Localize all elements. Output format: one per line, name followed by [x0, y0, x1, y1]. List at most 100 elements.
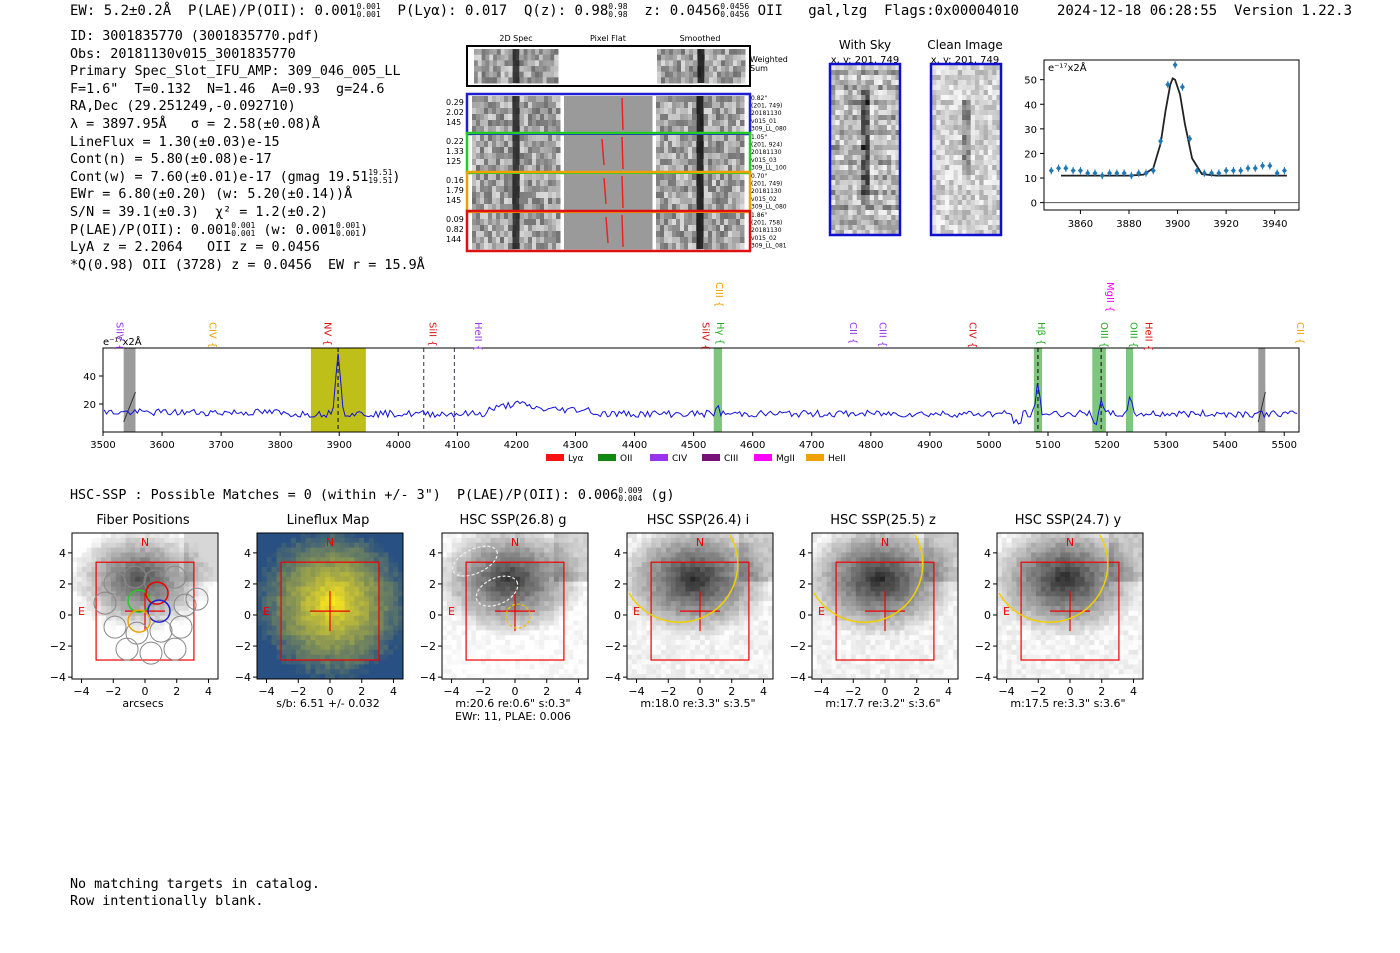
fiber-left-value: 0.29 [446, 98, 464, 107]
cutout-ytick-label: −4 [605, 671, 621, 684]
zoom-data-point [1267, 162, 1273, 169]
wide-xtick-label: 3500 [90, 440, 115, 451]
fiber-frame [465, 209, 752, 253]
spectrum-line [103, 353, 1298, 426]
legend-swatch [806, 454, 824, 461]
wide-xtick-label: 4900 [917, 440, 942, 451]
cutout-footer: arcsecs [68, 697, 218, 710]
legend-swatch [702, 454, 720, 461]
spectrum-band [713, 348, 722, 432]
cutout-ytick-label: 0 [614, 609, 621, 622]
clean-image-title: Clean Image x, y: 201, 749 [927, 38, 1003, 66]
cutout-xtick-label: 4 [1130, 685, 1137, 698]
legend-swatch [546, 454, 564, 461]
aperture-box [280, 561, 380, 661]
fiber-right-info: v015_02 [751, 235, 777, 242]
fiber-circle [185, 587, 209, 611]
cutout-footer-line: m:17.7 re:3.2" s:3.6" [825, 697, 941, 710]
fiber-right-info: v015_02 [751, 196, 777, 203]
fiber-pixel-flat [564, 96, 653, 133]
fiber-2d-spec [472, 96, 561, 133]
cutout-title: HSC SSP(24.7) y [1014, 513, 1122, 528]
cutout-pixels [257, 533, 404, 680]
cutout-footer: m:18.0 re:3.3" s:3.5" [623, 697, 773, 710]
fiber-2d-spec [472, 135, 561, 172]
info-id: ID: 3001835770 (3001835770.pdf) [70, 29, 320, 44]
selected-fiber-circle [147, 599, 171, 623]
fiber-right-info: 20181130 [751, 110, 782, 117]
hsc-summary: HSC-SSP : Possible Matches = 0 (within +… [70, 486, 675, 504]
emission-line-trace [512, 135, 520, 171]
cutout-ytick-label: 0 [799, 609, 806, 622]
fiber-left-value: 144 [446, 235, 461, 244]
emission-line-trace [696, 135, 704, 171]
cutout-xtick-label: 4 [575, 685, 582, 698]
cutout-ytick-label: 2 [244, 578, 251, 591]
cutout-footer-line: m:17.5 re:3.3" s:3.6" [1010, 697, 1126, 710]
fiber-circle [115, 637, 139, 661]
info-lambda: λ = 3897.95Å σ = 2.58(±0.08)Å [70, 116, 320, 132]
info-obs: Obs: 20181130v015_3001835770 [70, 46, 296, 62]
north-label: N [326, 536, 334, 549]
cutout-ytick-label: 0 [984, 609, 991, 622]
cutout-ytick-label: −4 [975, 671, 991, 684]
cutout-xtick-label: 2 [543, 685, 550, 698]
north-label: N [1066, 536, 1074, 549]
info-sn: S/N = 39.1(±0.3) χ² = 1.2(±0.2) [70, 204, 328, 220]
cutout-footer: s/b: 6.51 +/- 0.032 [253, 697, 403, 710]
cutout-pixels [997, 533, 1144, 680]
cutout-title: HSC SSP(25.5) z [830, 513, 936, 528]
fiber-right-info: 1.86" [751, 212, 767, 219]
selected-fiber-circle [127, 609, 151, 633]
zoom-ytick-label: 10 [1024, 174, 1037, 185]
cutout-title: HSC SSP(26.4) i [646, 513, 750, 528]
cutout-title: Lineflux Map [286, 513, 370, 528]
cutout-xtick-label: −2 [660, 685, 676, 698]
fiber-right-info: (201, 924) [751, 142, 782, 149]
zoom-xtick-label: 3880 [1116, 219, 1141, 230]
cutout-ytick-label: 4 [984, 547, 991, 560]
cutout-ytick-label: −2 [50, 640, 66, 653]
flat-artifact-line [601, 138, 605, 166]
emission-line-label: HeII { [472, 322, 483, 351]
emission-line-trace [696, 213, 704, 249]
east-label: E [78, 605, 85, 618]
cutout-xtick-label: −2 [845, 685, 861, 698]
emission-line-trace [512, 213, 520, 249]
info-lya: LyA z = 2.2064 OII z = 0.0456 [70, 240, 320, 256]
neighbor-ellipse [475, 575, 519, 607]
cutout-xtick-label: −4 [73, 685, 89, 698]
wide-xtick-label: 4600 [740, 440, 765, 451]
fiber-right-info: 0.82" [751, 95, 767, 102]
fiber-circle [93, 591, 117, 615]
north-label: N [511, 536, 519, 549]
weighted-sum-label: Weighted [750, 55, 788, 64]
fiber-right-info: (201, 758) [751, 220, 782, 227]
wide-xtick-label: 4700 [799, 440, 824, 451]
zoom-data-point [1238, 167, 1244, 174]
wide-plot-frame [102, 347, 1300, 433]
zoom-ytick-label: 20 [1024, 149, 1037, 160]
emission-line-label: SiIV { [114, 322, 125, 350]
fiber-right-info: v015_01 [751, 118, 777, 125]
wide-xtick-label: 3600 [149, 440, 174, 451]
flat-artifact-line [621, 136, 624, 170]
cutout-ytick-label: 0 [429, 609, 436, 622]
cutout-title: Fiber Positions [96, 513, 190, 528]
cutout-image: 4 2 0 −2 −4 −4 −2 0 2 4 N E [605, 532, 774, 698]
flat-artifact-line [605, 216, 609, 244]
wide-xtick-label: 5300 [1153, 440, 1178, 451]
zoom-data-point [1077, 167, 1083, 174]
fiber-circle [103, 615, 127, 639]
cutout-ytick-label: 2 [799, 578, 806, 591]
legend-swatch [754, 454, 772, 461]
east-label: E [448, 605, 455, 618]
spectrum-band [123, 348, 136, 432]
spectrum-band [1258, 348, 1266, 432]
wide-xtick-label: 4800 [858, 440, 883, 451]
cutout-xtick-label: −4 [258, 685, 274, 698]
fiber-right-info: 20181130 [751, 227, 782, 234]
cutout-footer-line: m:20.6 re:0.6" s:0.3" [455, 697, 571, 710]
footer-line-2: Row intentionally blank. [70, 894, 264, 909]
